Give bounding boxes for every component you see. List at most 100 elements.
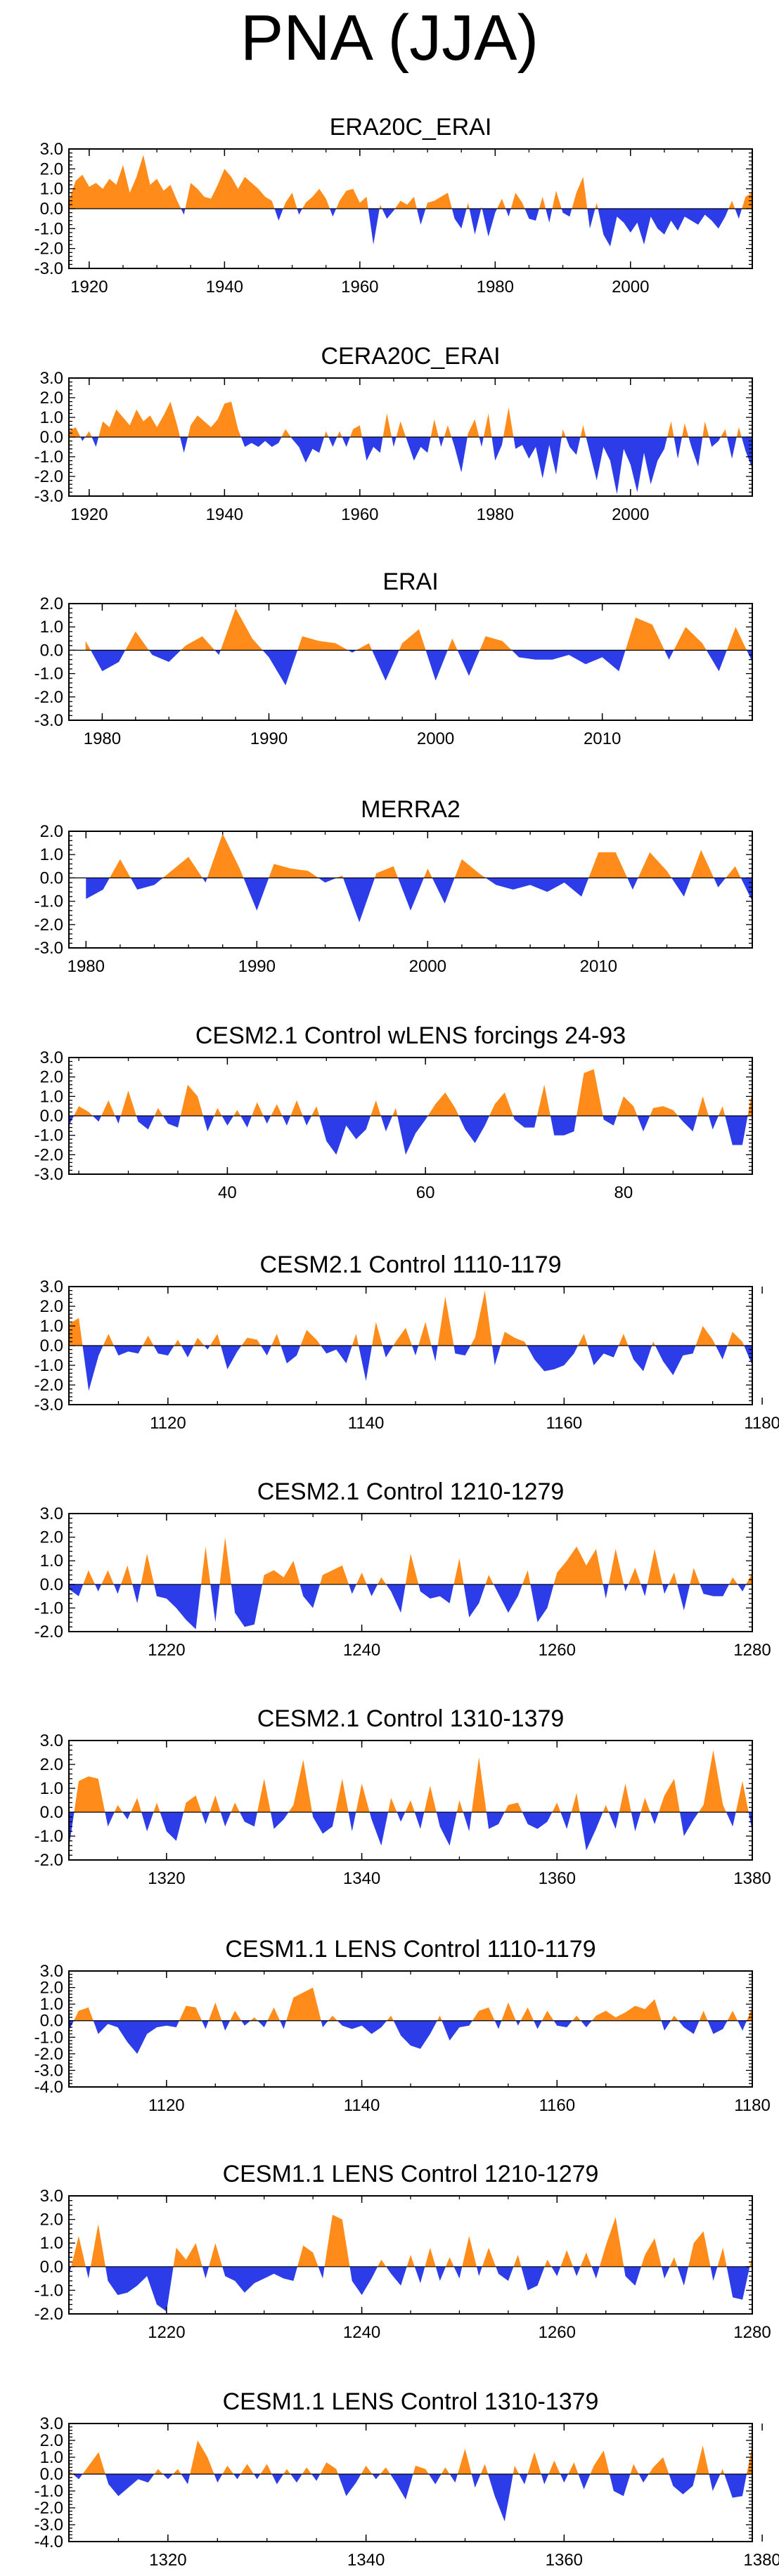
y-tick-label: -1.0 [34, 2281, 63, 2300]
y-tick-label: -2.0 [34, 688, 63, 707]
y-tick-label: 0.0 [40, 2258, 63, 2277]
figure-title: PNA (JJA) [240, 2, 539, 74]
y-tick-label: -3.0 [34, 711, 63, 730]
y-tick-label: -3.0 [34, 1165, 63, 1184]
y-tick-label: -1.0 [34, 219, 63, 238]
negative-area [69, 1584, 747, 1629]
negative-area [69, 2266, 750, 2312]
x-tick-label: 1240 [343, 2323, 380, 2342]
x-tick-label: 1360 [546, 2551, 583, 2570]
x-tick-label: 1990 [250, 729, 288, 748]
panel-6: CESM2.1 Control 1110-1179 3.02.01.00.0-1.… [34, 1251, 779, 1433]
negative-area [69, 1346, 752, 1391]
x-tick-label: 1940 [206, 278, 243, 297]
y-tick-label: 1.0 [40, 1317, 63, 1336]
panel-title: CERA20C_ERAI [321, 343, 500, 370]
x-tick-label: 1340 [347, 2551, 385, 2570]
y-tick-label: -2.0 [34, 240, 63, 259]
y-tick-label: -1.0 [34, 1126, 63, 1145]
x-tick-label: 1990 [238, 957, 276, 976]
x-tick-label: 1980 [477, 278, 514, 297]
x-tick-label: 40 [218, 1183, 237, 1202]
y-tick-label: 3.0 [40, 1277, 63, 1296]
negative-area [86, 878, 752, 923]
x-tick-label: 2010 [584, 729, 621, 748]
negative-area [69, 1812, 752, 1851]
panel-10: CESM1.1 LENS Control 1210-1279 3.0 2.0 1.0 0… [34, 2161, 771, 2342]
y-tick-label: 0.0 [40, 1336, 63, 1355]
y-tick-label: 2.0 [40, 1755, 63, 1774]
y-tick-label: 3.0 [40, 1504, 63, 1523]
y-tick-label: -3.0 [34, 939, 63, 958]
y-tick-label: 1.0 [40, 2448, 63, 2467]
y-tick-label: 1.0 [40, 2234, 63, 2253]
y-tick-label: -2.0 [34, 467, 63, 486]
x-tick-label: 60 [416, 1183, 435, 1202]
y-tick-label: 0.0 [40, 641, 63, 660]
negative-area [90, 650, 752, 686]
plot-frame [68, 603, 753, 721]
panel-title: CESM1.1 LENS Control 1310-1379 [223, 2388, 599, 2415]
y-tick-label: 3.0 [40, 2187, 63, 2206]
x-tick-label: 1140 [344, 2096, 380, 2115]
panel-title: CESM2.1 Control 1210-1279 [257, 1478, 565, 1505]
y-tick-label: -3.0 [34, 2516, 63, 2535]
y-tick-label: 1.0 [40, 845, 63, 864]
panel-title: MERRA2 [361, 796, 461, 823]
x-tick-label: 1180 [734, 2096, 771, 2115]
y-tick-label: 0.0 [40, 1575, 63, 1594]
y-tick-label: 3.0 [40, 140, 63, 159]
y-tick-label: 1.0 [40, 1087, 63, 1106]
y-tick-label: 3.0 [40, 2414, 63, 2433]
x-tick-label: 1120 [148, 2096, 185, 2115]
x-tick-label: 1160 [539, 2096, 575, 2115]
y-tick-label: -3.0 [34, 2061, 63, 2080]
positive-area [69, 1750, 752, 1812]
panel-7: CESM2.1 Control 1210-1279 3.0 2.0 1.0 0.0 -1.… [34, 1478, 771, 1660]
x-tick-label: 1920 [70, 278, 108, 297]
y-tick-label: 0.0 [40, 2012, 63, 2031]
positive-area [69, 401, 752, 437]
y-tick-label: 2.0 [40, 1528, 63, 1547]
panel-3: ERAI 2.0 1.0 0.0 -1.0 -2.0 -3.0 1980 1990 2000 201… [34, 568, 753, 748]
x-tick-label: 1360 [539, 1869, 576, 1888]
x-tick-label: 1240 [343, 1641, 380, 1660]
y-tick-label: 0.0 [40, 1107, 63, 1126]
positive-area [69, 2440, 752, 2474]
x-tick-label: 1980 [67, 957, 105, 976]
y-tick-label: -3.0 [34, 259, 63, 278]
positive-area [85, 608, 752, 651]
y-tick-label: -1.0 [34, 448, 63, 467]
positive-area [69, 2214, 752, 2267]
y-tick-label: 1.0 [40, 180, 63, 199]
y-tick-label: -1.0 [34, 2482, 63, 2501]
y-tick-label: -3.0 [34, 487, 63, 506]
y-tick-label: -1.0 [34, 1827, 63, 1846]
y-tick-label: -3.0 [34, 1396, 63, 1414]
panel-title: ERAI [382, 568, 438, 595]
x-tick-label: 1260 [539, 2323, 576, 2342]
y-tick-label: -2.0 [34, 1622, 63, 1641]
x-tick-label: 2010 [580, 957, 617, 976]
y-tick-label: -2.0 [34, 1145, 63, 1164]
x-tick-label: 1120 [150, 1414, 186, 1433]
positive-area [86, 833, 752, 878]
x-tick-label: 1140 [348, 1414, 385, 1433]
x-tick-label: 1280 [733, 2323, 771, 2342]
plot-frame [68, 831, 753, 949]
y-tick-label: 0.0 [40, 2465, 63, 2484]
panel-2: CERA20C_ERAI 3.02.01.00.0-1.0-2.0-3.0 1920… [34, 343, 753, 524]
x-tick-label: 1980 [477, 505, 514, 524]
y-tick-label: -4.0 [34, 2078, 63, 2097]
negative-area [69, 2474, 752, 2522]
y-tick-label: -1.0 [34, 1356, 63, 1375]
y-tick-label: 3.0 [40, 1048, 63, 1067]
plot-frame [68, 2423, 753, 2542]
y-tick-label: 3.0 [40, 369, 63, 388]
positive-area [69, 1290, 752, 1346]
negative-area [69, 209, 752, 247]
x-tick-label: 80 [614, 1183, 633, 1202]
y-tick-label: 0.0 [40, 200, 63, 219]
